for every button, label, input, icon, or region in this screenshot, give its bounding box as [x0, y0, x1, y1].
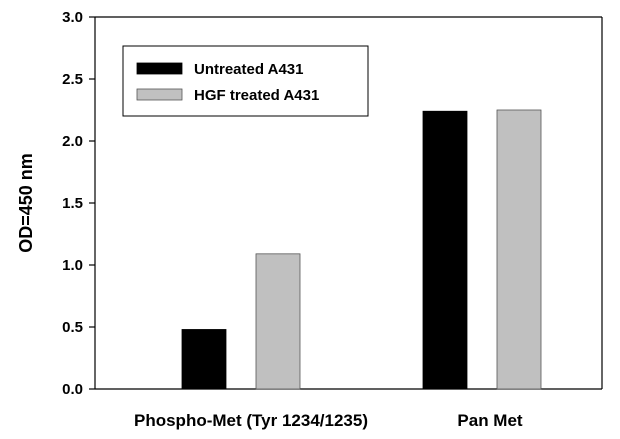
legend-frame	[122, 45, 369, 117]
bars	[181, 109, 542, 390]
bar-untreated-0	[181, 329, 227, 390]
legend: Untreated A431 HGF treated A431	[122, 45, 369, 117]
y-tick-label: 0.5	[62, 319, 83, 336]
legend-swatch-hgf	[136, 88, 183, 101]
category-labels: Phospho-Met (Tyr 1234/1235) Pan Met	[134, 411, 523, 430]
legend-swatch-untreated	[136, 62, 183, 75]
bar-hgf-treated-1	[496, 109, 542, 390]
bar-untreated-1	[422, 110, 468, 390]
legend-label-untreated: Untreated A431	[194, 61, 303, 78]
category-label: Pan Met	[457, 411, 523, 430]
bar-hgf-treated-0	[255, 253, 301, 390]
y-tick-label: 0.0	[62, 381, 83, 398]
category-label: Phospho-Met (Tyr 1234/1235)	[134, 411, 368, 430]
y-axis-title: OD=450 nm	[16, 153, 36, 253]
y-tick-label: 2.5	[62, 71, 83, 88]
y-ticks: 0.0 0.5 1.0 1.5 2.0 2.5 3.0	[62, 9, 95, 398]
y-tick-label: 2.0	[62, 133, 83, 150]
y-tick-label: 1.5	[62, 195, 83, 212]
y-tick-label: 3.0	[62, 9, 83, 26]
legend-label-hgf: HGF treated A431	[194, 87, 319, 104]
y-tick-label: 1.0	[62, 257, 83, 274]
